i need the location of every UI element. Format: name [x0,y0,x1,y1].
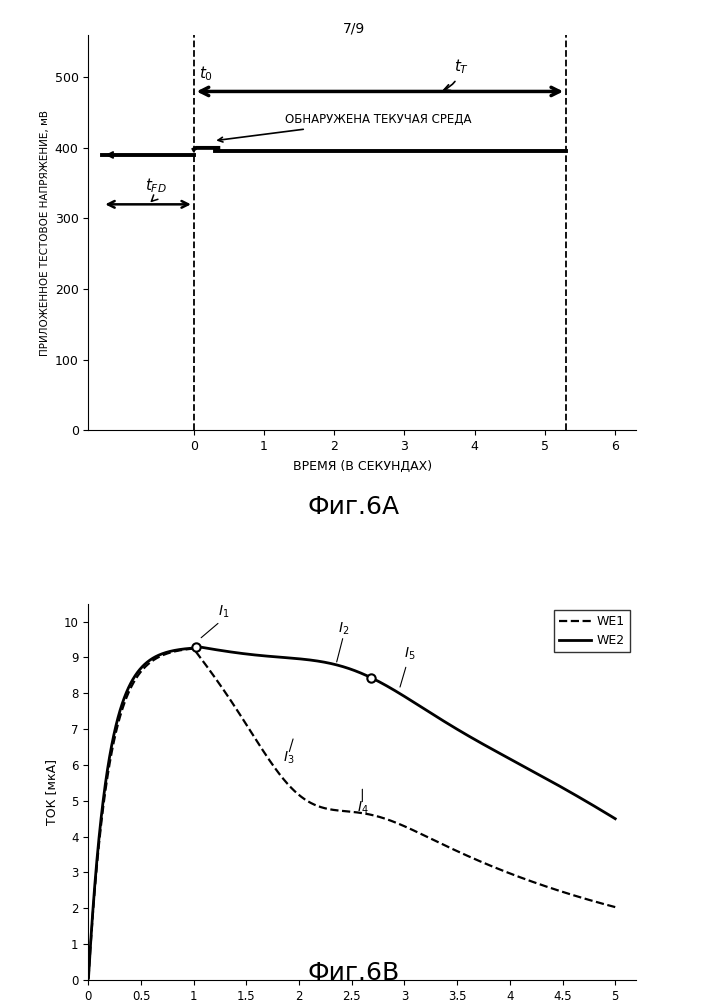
WE2 [596,803,604,815]
WE2 [111,722,119,734]
Text: Фиг.6А: Фиг.6А [308,495,399,519]
Text: $I_2$: $I_2$ [338,620,349,637]
WE1 [111,729,119,741]
WE1 [327,803,335,815]
WE1 [596,897,604,909]
Text: ОБНАРУЖЕНА ТЕКУЧАЯ СРЕДА: ОБНАРУЖЕНА ТЕКУЧАЯ СРЕДА [218,113,472,142]
Text: $I_3$: $I_3$ [283,749,294,766]
Text: $t_0$: $t_0$ [199,64,214,83]
Text: $I_1$: $I_1$ [218,603,229,620]
WE2 [596,804,604,816]
WE1 [596,897,604,909]
X-axis label: ВРЕМЯ (В СЕКУНДАХ): ВРЕМЯ (В СЕКУНДАХ) [293,460,432,473]
WE1 [499,865,508,877]
WE1 [341,805,349,817]
Y-axis label: ТОК [мкА]: ТОК [мкА] [45,759,58,825]
WE1 [84,972,93,984]
Text: $t_T$: $t_T$ [444,58,469,90]
Text: 7/9: 7/9 [342,22,365,36]
Text: $I_4$: $I_4$ [356,800,368,816]
WE2 [327,658,335,670]
Legend: WE1, WE2: WE1, WE2 [554,610,630,652]
Y-axis label: ПРИЛОЖЕННОЕ ТЕСТОВОЕ НАПРЯЖЕНИЕ, мВ: ПРИЛОЖЕННОЕ ТЕСТОВОЕ НАПРЯЖЕНИЕ, мВ [40,110,50,356]
Line: WE1: WE1 [88,649,615,978]
Line: WE2: WE2 [88,646,615,978]
Text: Фиг.6В: Фиг.6В [308,961,399,985]
Text: $t_{FD}$: $t_{FD}$ [144,176,166,201]
Text: $I_5$: $I_5$ [404,645,416,662]
WE2 [189,640,198,652]
WE2 [84,972,93,984]
WE2 [499,749,508,761]
WE1 [189,643,198,655]
WE2 [611,813,619,825]
WE1 [611,901,619,913]
WE2 [341,661,349,673]
